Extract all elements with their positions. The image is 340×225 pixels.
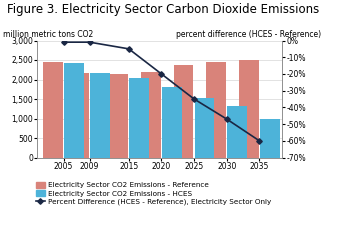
Text: million metric tons CO2: million metric tons CO2 xyxy=(3,30,94,39)
Legend: Electricity Sector CO2 Emissions - Reference, Electricity Sector CO2 Emissions -: Electricity Sector CO2 Emissions - Refer… xyxy=(36,182,271,205)
Bar xyxy=(130,78,149,158)
Bar xyxy=(260,119,279,158)
Bar xyxy=(195,98,214,158)
Text: percent difference (HCES - Reference): percent difference (HCES - Reference) xyxy=(176,30,321,39)
Bar xyxy=(174,65,193,158)
Bar xyxy=(43,62,63,158)
Bar xyxy=(239,60,259,158)
Bar xyxy=(69,73,89,158)
Bar xyxy=(141,72,161,158)
Bar xyxy=(227,106,247,158)
Text: Figure 3. Electricity Sector Carbon Dioxide Emissions: Figure 3. Electricity Sector Carbon Diox… xyxy=(7,3,319,16)
Bar xyxy=(206,62,226,158)
Bar xyxy=(64,63,84,158)
Bar xyxy=(108,74,128,158)
Bar xyxy=(90,73,110,158)
Bar xyxy=(162,87,182,158)
